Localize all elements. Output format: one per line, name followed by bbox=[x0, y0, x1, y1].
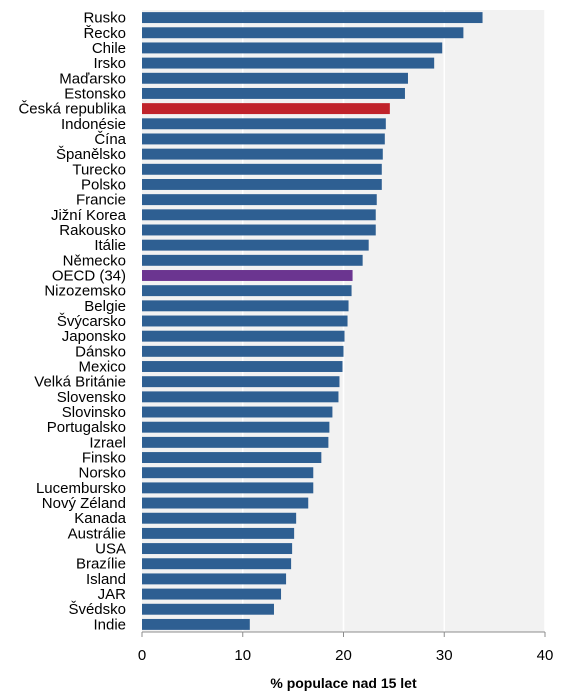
category-label: Finsko bbox=[82, 450, 126, 467]
category-label: Estonsko bbox=[64, 85, 126, 102]
bar bbox=[142, 512, 297, 524]
category-label: Francie bbox=[76, 192, 126, 209]
bar bbox=[142, 285, 352, 297]
category-label: Švýcarsko bbox=[57, 313, 126, 330]
bar bbox=[142, 573, 287, 585]
category-label: Mexico bbox=[78, 359, 126, 376]
x-tick-label: 20 bbox=[335, 647, 352, 664]
category-label: Norsko bbox=[78, 465, 126, 482]
x-axis-ticks: 0 10 20 30 40 bbox=[138, 632, 554, 664]
category-label: Polsko bbox=[81, 176, 126, 193]
category-label: Kanada bbox=[74, 510, 126, 527]
category-label: OECD (34) bbox=[52, 267, 126, 284]
bar bbox=[142, 558, 292, 570]
bar bbox=[142, 467, 314, 479]
bar bbox=[142, 527, 295, 539]
category-labels: RuskoŘeckoChileIrskoMaďarskoEstonskoČesk… bbox=[18, 10, 126, 634]
bar bbox=[142, 330, 345, 342]
bars bbox=[142, 12, 483, 630]
bar bbox=[142, 12, 483, 24]
bar bbox=[142, 376, 340, 388]
category-label: Indie bbox=[93, 616, 126, 633]
category-label: Maďarsko bbox=[59, 70, 126, 87]
category-label: Turecko bbox=[72, 161, 126, 178]
category-label: Irsko bbox=[93, 55, 126, 72]
category-label: Brazílie bbox=[76, 556, 126, 573]
bar bbox=[142, 603, 274, 615]
bar bbox=[142, 543, 293, 555]
category-label: Chile bbox=[92, 40, 126, 57]
category-label: Německo bbox=[63, 252, 126, 269]
bar bbox=[142, 87, 405, 99]
category-label: JAR bbox=[98, 586, 127, 603]
category-label: USA bbox=[95, 541, 126, 558]
bar bbox=[142, 103, 390, 115]
bar bbox=[142, 270, 353, 281]
category-label: Belgie bbox=[84, 298, 126, 315]
bar bbox=[142, 421, 330, 433]
bar bbox=[142, 391, 339, 403]
bar bbox=[142, 27, 464, 39]
bar bbox=[142, 406, 333, 418]
bar bbox=[142, 209, 376, 221]
bar bbox=[142, 148, 383, 160]
category-label: Slovensko bbox=[57, 389, 126, 406]
bar bbox=[142, 194, 377, 206]
bar bbox=[142, 497, 309, 509]
category-label: Island bbox=[86, 571, 126, 588]
x-tick-label: 0 bbox=[138, 647, 146, 664]
bar bbox=[142, 224, 376, 236]
category-label: Nizozemsko bbox=[44, 283, 126, 300]
category-label: Lucembursko bbox=[36, 480, 126, 497]
category-label: Čína bbox=[94, 131, 126, 148]
bar bbox=[142, 179, 382, 190]
category-label: Řecko bbox=[83, 25, 126, 42]
bar bbox=[142, 239, 369, 251]
x-axis-title: % populace nad 15 let bbox=[270, 675, 417, 691]
category-label: Japonsko bbox=[62, 328, 126, 345]
bar bbox=[142, 57, 435, 69]
x-tick-label: 10 bbox=[234, 647, 251, 664]
bar bbox=[142, 42, 443, 54]
category-label: Slovinsko bbox=[62, 404, 126, 421]
category-label: Španělsko bbox=[56, 146, 126, 163]
bar bbox=[142, 618, 250, 630]
bar bbox=[142, 436, 329, 448]
bar bbox=[142, 361, 343, 372]
category-label: Portugalsko bbox=[47, 419, 126, 436]
category-label: Austrálie bbox=[68, 525, 126, 542]
category-label: Rusko bbox=[83, 10, 126, 27]
category-label: Švédsko bbox=[68, 601, 126, 618]
category-label: Velká Británie bbox=[34, 374, 126, 391]
category-label: Nový Zéland bbox=[42, 495, 126, 512]
x-tick-label: 30 bbox=[436, 647, 453, 664]
bar bbox=[142, 133, 385, 145]
bar bbox=[142, 452, 322, 463]
bar bbox=[142, 72, 408, 84]
category-label: Dánsko bbox=[75, 343, 126, 360]
bar bbox=[142, 254, 363, 266]
category-label: Itálie bbox=[94, 237, 126, 254]
bar bbox=[142, 118, 386, 130]
category-label: Jižní Korea bbox=[51, 207, 127, 224]
category-label: Izrael bbox=[89, 434, 126, 451]
bar bbox=[142, 588, 282, 600]
bar bbox=[142, 482, 314, 494]
bar bbox=[142, 345, 344, 357]
category-label: Česká republika bbox=[18, 101, 126, 118]
bar bbox=[142, 163, 382, 175]
bar bbox=[142, 315, 348, 327]
category-label: Indonésie bbox=[61, 116, 126, 133]
category-label: Rakousko bbox=[59, 222, 126, 239]
x-tick-label: 40 bbox=[537, 647, 554, 664]
bar bbox=[142, 300, 349, 312]
